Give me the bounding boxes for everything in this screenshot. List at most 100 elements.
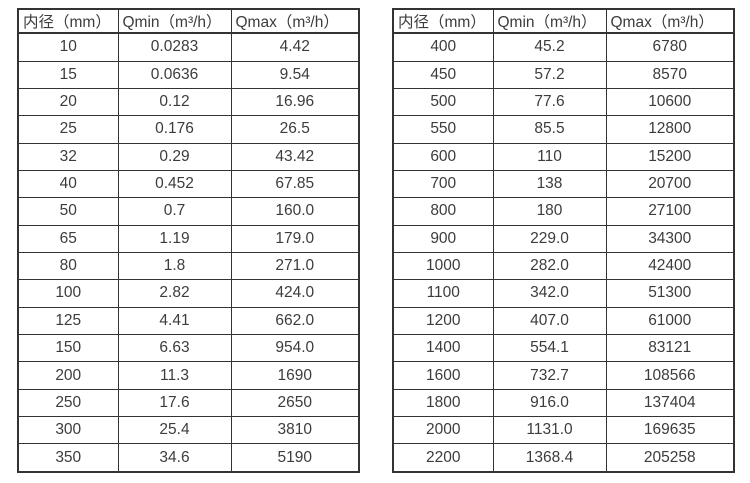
table-row: 65 1.19 179.0: [17, 224, 360, 253]
table-cell-col1: 916.0: [492, 388, 607, 418]
table-cell-col2: 16.96: [230, 87, 360, 117]
table-cell-col1: 0.176: [117, 115, 232, 144]
table-row: 500 77.6 10600: [392, 87, 735, 117]
table-cell-col1: 138: [492, 169, 607, 199]
table-cell-col1: 1.8: [117, 251, 232, 281]
table-row: 1100 342.0 51300: [392, 279, 735, 308]
table-row: 450 57.2 8570: [392, 60, 735, 89]
table-row: 80 1.8 271.0: [17, 251, 360, 281]
table-cell-col2: 205258: [605, 443, 735, 473]
table-cell-col1: 282.0: [492, 251, 607, 281]
table-cell-col0: 1000: [392, 251, 494, 281]
table-cell-col2: 2650: [230, 388, 360, 418]
table-row: 40 0.452 67.85: [17, 169, 360, 199]
table-row: 50 0.7 160.0: [17, 197, 360, 226]
table-cell-col1: 0.12: [117, 87, 232, 117]
table-cell-col1: 342.0: [492, 279, 607, 308]
table-cell-col2: 42400: [605, 251, 735, 281]
table-cell-col2: 26.5: [230, 115, 360, 144]
table-row: 400 45.2 6780: [392, 32, 735, 62]
table-cell-col1: 2.82: [117, 279, 232, 308]
column-header-1: Qmin（m³/h）: [117, 8, 232, 34]
table-cell-col0: 100: [17, 279, 119, 308]
column-header-0: 内径（mm）: [392, 8, 494, 34]
table-cell-col1: 0.7: [117, 197, 232, 226]
table-cell-col0: 550: [392, 115, 494, 144]
table-row: 600 110 15200: [392, 142, 735, 171]
table-row: 350 34.6 5190: [17, 443, 360, 473]
table-row: 10 0.0283 4.42: [17, 32, 360, 62]
table-cell-col1: 407.0: [492, 306, 607, 336]
table-cell-col0: 25: [17, 115, 119, 144]
table-cell-col2: 662.0: [230, 306, 360, 336]
table-row: 300 25.4 3810: [17, 416, 360, 445]
table-cell-col0: 400: [392, 32, 494, 62]
table-cell-col0: 1200: [392, 306, 494, 336]
table-row: 1600 732.7 108566: [392, 361, 735, 390]
table-row: 20 0.12 16.96: [17, 87, 360, 117]
table-cell-col0: 2000: [392, 416, 494, 445]
table-row: 550 85.5 12800: [392, 115, 735, 144]
column-header-2: Qmax（m³/h）: [605, 8, 735, 34]
table-cell-col2: 27100: [605, 197, 735, 226]
table-row: 250 17.6 2650: [17, 388, 360, 418]
table-cell-col1: 554.1: [492, 333, 607, 363]
table-cell-col0: 300: [17, 416, 119, 445]
table-cell-col1: 0.0636: [117, 60, 232, 89]
table-cell-col0: 1600: [392, 361, 494, 390]
table-row: 32 0.29 43.42: [17, 142, 360, 171]
table-cell-col0: 150: [17, 333, 119, 363]
table-row: 1000 282.0 42400: [392, 251, 735, 281]
table-row: 200 11.3 1690: [17, 361, 360, 390]
table-row: 800 180 27100: [392, 197, 735, 226]
column-header-0: 内径（mm）: [17, 8, 119, 34]
table-cell-col2: 137404: [605, 388, 735, 418]
table-row: 15 0.0636 9.54: [17, 60, 360, 89]
table-cell-col1: 6.63: [117, 333, 232, 363]
table-cell-col0: 50: [17, 197, 119, 226]
table-cell-col2: 6780: [605, 32, 735, 62]
table-cell-col1: 110: [492, 142, 607, 171]
table-cell-col1: 180: [492, 197, 607, 226]
table-cell-col0: 1100: [392, 279, 494, 308]
table-cell-col2: 61000: [605, 306, 735, 336]
table-cell-col0: 20: [17, 87, 119, 117]
table-cell-col1: 25.4: [117, 416, 232, 445]
header-row: 内径（mm） Qmin（m³/h） Qmax（m³/h）: [17, 8, 360, 34]
table-cell-col0: 200: [17, 361, 119, 390]
table-cell-col0: 500: [392, 87, 494, 117]
table-row: 150 6.63 954.0: [17, 333, 360, 363]
table-cell-col1: 229.0: [492, 224, 607, 253]
table-cell-col1: 0.452: [117, 169, 232, 199]
table-cell-col2: 9.54: [230, 60, 360, 89]
table-row: 25 0.176 26.5: [17, 115, 360, 144]
table-cell-col0: 32: [17, 142, 119, 171]
table-row: 2000 1131.0 169635: [392, 416, 735, 445]
table-cell-col2: 179.0: [230, 224, 360, 253]
flow-table-large-diameters: 内径（mm） Qmin（m³/h） Qmax（m³/h） 400 45.2 6780 450…: [392, 8, 735, 473]
table-cell-col0: 800: [392, 197, 494, 226]
table-cell-col0: 450: [392, 60, 494, 89]
table-row: 125 4.41 662.0: [17, 306, 360, 336]
table-cell-col2: 1690: [230, 361, 360, 390]
table-row: 1200 407.0 61000: [392, 306, 735, 336]
table-cell-col0: 40: [17, 169, 119, 199]
table-row: 1800 916.0 137404: [392, 388, 735, 418]
table-cell-col1: 732.7: [492, 361, 607, 390]
table-cell-col1: 0.29: [117, 142, 232, 171]
table-cell-col2: 8570: [605, 60, 735, 89]
table-row: 100 2.82 424.0: [17, 279, 360, 308]
table-cell-col0: 1400: [392, 333, 494, 363]
header-row: 内径（mm） Qmin（m³/h） Qmax（m³/h）: [392, 8, 735, 34]
table-cell-col2: 954.0: [230, 333, 360, 363]
table-cell-col0: 125: [17, 306, 119, 336]
table-cell-col2: 51300: [605, 279, 735, 308]
table-cell-col1: 34.6: [117, 443, 232, 473]
flow-table-small-diameters: 内径（mm） Qmin（m³/h） Qmax（m³/h） 10 0.0283 4.42 15…: [17, 8, 360, 473]
table-cell-col2: 12800: [605, 115, 735, 144]
table-cell-col1: 1.19: [117, 224, 232, 253]
table-cell-col1: 1131.0: [492, 416, 607, 445]
table-cell-col0: 700: [392, 169, 494, 199]
table-cell-col2: 169635: [605, 416, 735, 445]
